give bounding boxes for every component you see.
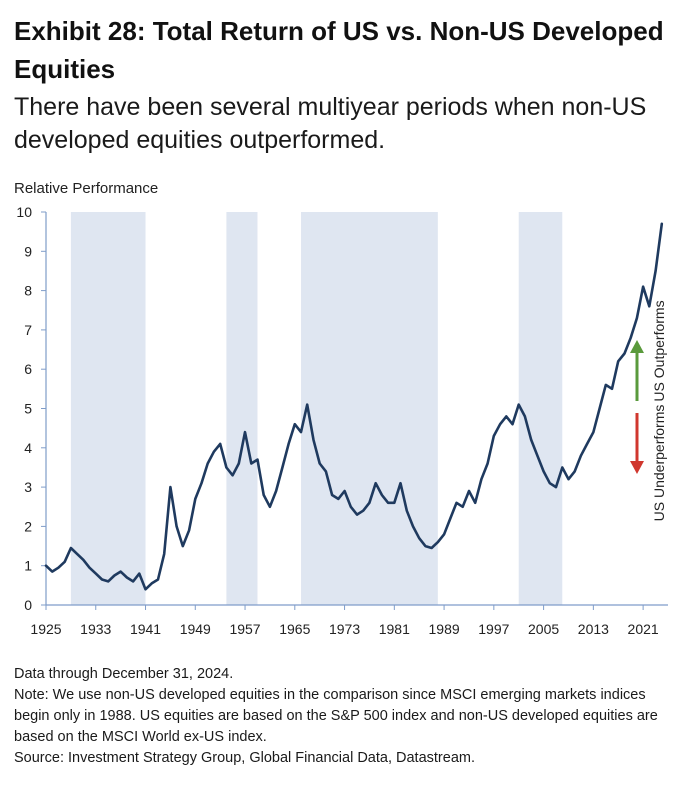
x-tick-label: 1933 xyxy=(80,621,111,637)
series-line xyxy=(44,222,664,591)
x-tick-label: 1973 xyxy=(329,621,360,637)
x-tick-label: 2005 xyxy=(528,621,559,637)
data-through-note: Data through December 31, 2024. xyxy=(14,666,234,682)
y-axis-ticks: 0 1 2 3 4 5 6 7 8 9 10 xyxy=(16,204,46,613)
methodology-note-text: Note: We use non-US developed equities i… xyxy=(14,687,658,745)
x-tick-label: 2013 xyxy=(578,621,609,637)
shaded-period xyxy=(301,212,438,605)
y-tick-label: 5 xyxy=(24,401,32,417)
chart-subtitle: There have been several multiyear period… xyxy=(14,93,647,154)
y-tick-label: 3 xyxy=(24,479,32,495)
x-tick-label: 1965 xyxy=(279,621,310,637)
source-note: Source: Investment Strategy Group, Globa… xyxy=(14,750,475,766)
shaded-period xyxy=(518,212,563,605)
x-tick-label: 1957 xyxy=(229,621,260,637)
x-tick-label: 1989 xyxy=(429,621,460,637)
us-outperforms-label: US Outperforms xyxy=(651,300,667,401)
shaded-periods xyxy=(70,212,563,605)
y-tick-label: 9 xyxy=(24,243,32,259)
methodology-note: Note: We use non-US developed equities i… xyxy=(14,685,674,748)
x-tick-label: 2021 xyxy=(628,621,659,637)
y-tick-label: 4 xyxy=(24,440,32,456)
series-line-layer xyxy=(44,222,664,591)
y-tick-label: 0 xyxy=(24,597,32,613)
x-tick-label: 1925 xyxy=(30,621,61,637)
up-arrow-icon xyxy=(630,340,644,401)
x-tick-label: 1997 xyxy=(478,621,509,637)
shaded-period xyxy=(70,212,146,605)
x-axis-ticks: 1925 1933 1941 1949 1957 1965 1973 1981 1989 1997… xyxy=(30,605,659,637)
y-tick-label: 7 xyxy=(24,322,32,338)
chart-notes: Data through December 31, 2024. Note: We… xyxy=(14,664,674,769)
y-tick-label: 1 xyxy=(24,558,32,574)
annotation-group: US Outperforms US Underperforms xyxy=(630,300,667,521)
y-axis-label: Relative Performance xyxy=(14,180,158,197)
x-tick-label: 1941 xyxy=(130,621,161,637)
y-tick-label: 8 xyxy=(24,283,32,299)
shaded-period xyxy=(226,212,258,605)
x-tick-label: 1981 xyxy=(379,621,410,637)
y-tick-label: 2 xyxy=(24,518,32,534)
y-tick-label: 10 xyxy=(16,204,32,220)
chart-title: Exhibit 28: Total Return of US vs. Non-U… xyxy=(14,16,664,84)
down-arrow-icon xyxy=(630,413,644,474)
x-tick-label: 1949 xyxy=(180,621,211,637)
us-underperforms-label: US Underperforms xyxy=(651,405,667,522)
y-tick-label: 6 xyxy=(24,361,32,377)
axes xyxy=(45,212,668,606)
